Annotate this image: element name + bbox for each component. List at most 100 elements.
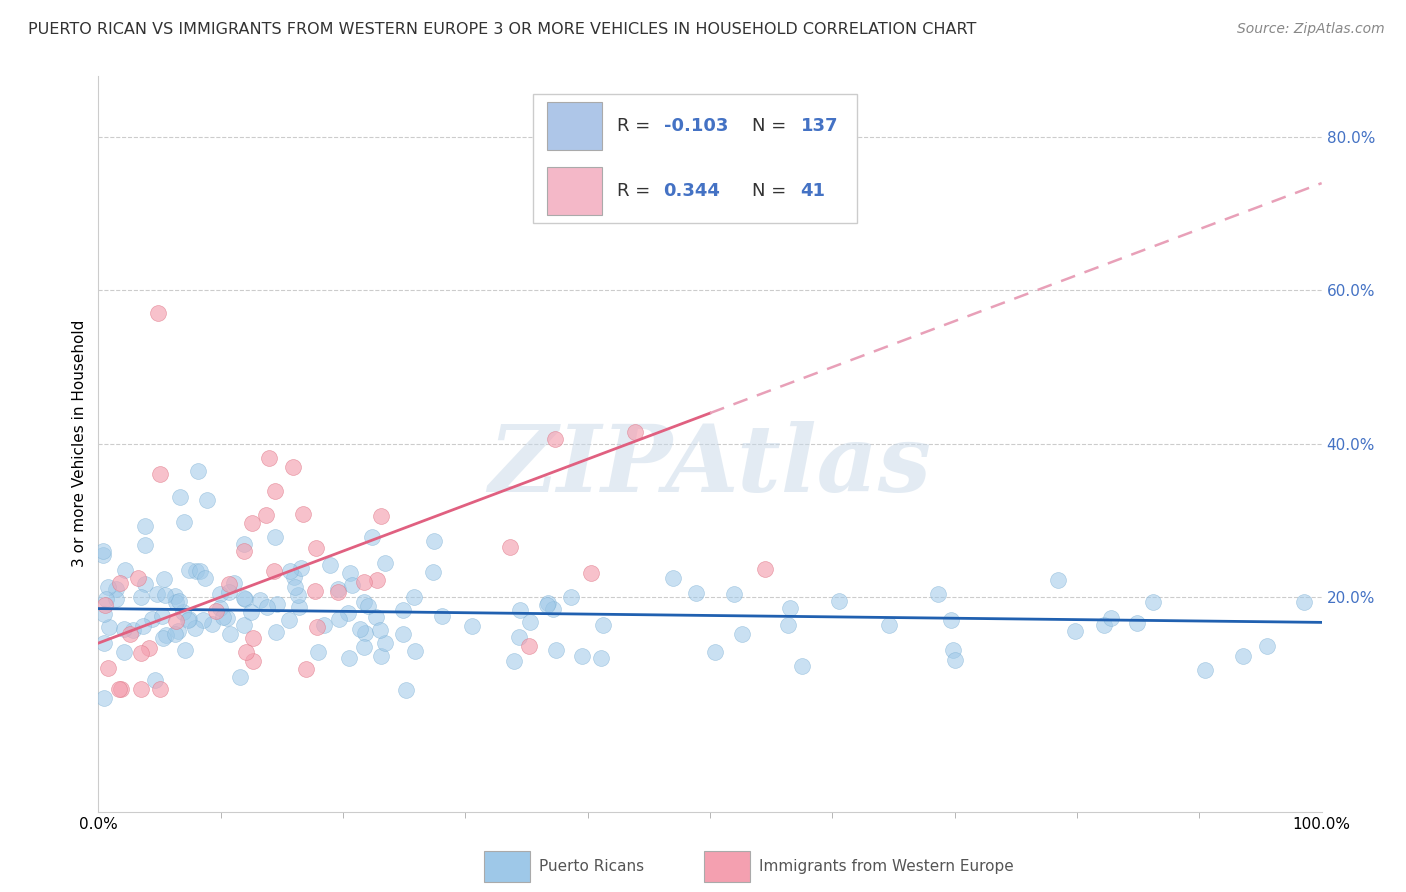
Point <box>233 537 256 551</box>
Point <box>283 569 305 583</box>
Point <box>173 516 195 530</box>
Point <box>941 613 963 627</box>
Point <box>662 571 685 585</box>
Point <box>942 643 965 657</box>
Point <box>169 593 191 607</box>
Point <box>544 432 567 446</box>
Point <box>104 591 127 606</box>
Text: PUERTO RICAN VS IMMIGRANTS FROM WESTERN EUROPE 3 OR MORE VEHICLES IN HOUSEHOLD C: PUERTO RICAN VS IMMIGRANTS FROM WESTERN … <box>28 22 977 37</box>
Point <box>278 613 301 627</box>
Point <box>264 625 287 640</box>
Point <box>218 584 240 599</box>
Point <box>112 622 135 636</box>
Point <box>287 588 309 602</box>
Point <box>188 564 211 578</box>
Point <box>339 566 361 580</box>
Point <box>1292 594 1315 608</box>
Point <box>145 587 167 601</box>
Text: -0.103: -0.103 <box>664 118 728 136</box>
Point <box>240 516 263 530</box>
Point <box>517 639 540 653</box>
Point <box>239 605 262 619</box>
Point <box>93 691 115 706</box>
Point <box>242 654 264 668</box>
Point <box>165 626 187 640</box>
Point <box>319 558 342 572</box>
Point <box>179 612 201 626</box>
Point <box>242 631 264 645</box>
Point <box>543 601 565 615</box>
Point <box>461 619 484 633</box>
Point <box>288 599 311 614</box>
Point <box>222 575 245 590</box>
Point <box>163 589 186 603</box>
Point <box>353 595 375 609</box>
Point <box>1232 649 1254 664</box>
Point <box>155 628 177 642</box>
FancyBboxPatch shape <box>533 95 856 223</box>
Text: ZIPAtlas: ZIPAtlas <box>488 421 932 511</box>
Point <box>1092 618 1115 632</box>
Point <box>304 541 326 555</box>
Text: 137: 137 <box>800 118 838 136</box>
Point <box>294 662 316 676</box>
Point <box>571 648 593 663</box>
Text: Source: ZipAtlas.com: Source: ZipAtlas.com <box>1237 22 1385 37</box>
Point <box>233 618 256 632</box>
Point <box>704 645 727 659</box>
Point <box>93 607 115 622</box>
Point <box>624 425 647 439</box>
Point <box>357 599 380 613</box>
Point <box>93 636 115 650</box>
Point <box>927 587 949 601</box>
Point <box>217 611 239 625</box>
Point <box>166 624 188 639</box>
Point <box>134 576 156 591</box>
Point <box>361 530 384 544</box>
Text: R =: R = <box>617 182 657 200</box>
Point <box>108 681 131 696</box>
Point <box>94 598 117 612</box>
Point <box>326 582 349 596</box>
Point <box>153 572 176 586</box>
Point <box>134 519 156 533</box>
Point <box>336 606 359 620</box>
Point <box>148 306 170 320</box>
Point <box>395 682 418 697</box>
Point <box>354 625 377 640</box>
Point <box>877 618 900 632</box>
Point <box>212 610 235 624</box>
Point <box>328 585 350 599</box>
Point <box>187 464 209 478</box>
Point <box>402 590 425 604</box>
Point <box>94 591 117 606</box>
Point <box>249 592 271 607</box>
Point <box>337 650 360 665</box>
Point <box>104 582 127 596</box>
Point <box>122 624 145 638</box>
Y-axis label: 3 or more Vehicles in Household: 3 or more Vehicles in Household <box>72 320 87 567</box>
Point <box>153 588 176 602</box>
Point <box>943 653 966 667</box>
Text: 41: 41 <box>800 182 825 200</box>
Point <box>368 623 391 637</box>
Point <box>266 597 288 611</box>
Point <box>340 578 363 592</box>
Point <box>134 538 156 552</box>
Point <box>546 643 568 657</box>
Point <box>349 622 371 636</box>
Point <box>422 565 444 579</box>
Point <box>1125 616 1147 631</box>
Point <box>502 655 524 669</box>
Point <box>132 619 155 633</box>
Point <box>263 530 285 544</box>
Point <box>392 603 415 617</box>
Point <box>232 544 254 558</box>
Point <box>145 673 167 688</box>
Point <box>256 600 278 615</box>
Bar <box>547 103 602 151</box>
Point <box>519 615 541 629</box>
Point <box>391 626 413 640</box>
Point <box>177 613 200 627</box>
Point <box>374 557 396 571</box>
